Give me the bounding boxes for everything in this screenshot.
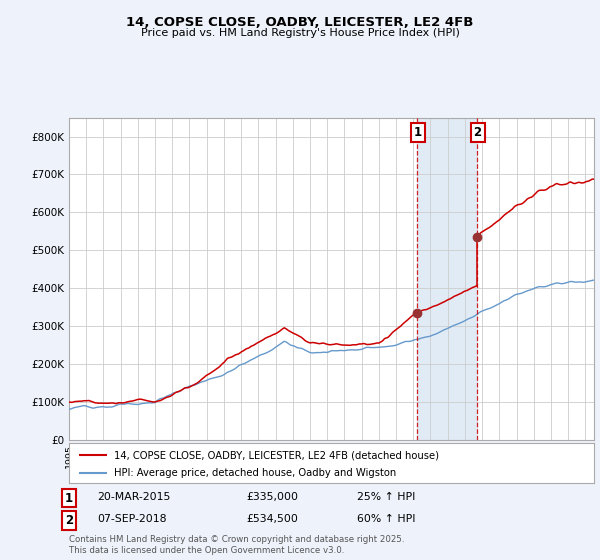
Text: £335,000: £335,000 xyxy=(246,492,298,502)
Bar xyxy=(417,118,477,440)
Text: 2: 2 xyxy=(473,125,482,138)
Text: 14, COPSE CLOSE, OADBY, LEICESTER, LE2 4FB: 14, COPSE CLOSE, OADBY, LEICESTER, LE2 4… xyxy=(127,16,473,29)
Text: 20-MAR-2015: 20-MAR-2015 xyxy=(97,492,170,502)
Text: 60% ↑ HPI: 60% ↑ HPI xyxy=(357,514,415,524)
Text: Contains HM Land Registry data © Crown copyright and database right 2025.
This d: Contains HM Land Registry data © Crown c… xyxy=(69,535,404,555)
Text: Price paid vs. HM Land Registry's House Price Index (HPI): Price paid vs. HM Land Registry's House … xyxy=(140,28,460,38)
Text: 1: 1 xyxy=(65,492,73,505)
Text: 07-SEP-2018: 07-SEP-2018 xyxy=(97,514,167,524)
Text: HPI: Average price, detached house, Oadby and Wigston: HPI: Average price, detached house, Oadb… xyxy=(113,468,396,478)
Text: 2: 2 xyxy=(65,514,73,527)
Text: 25% ↑ HPI: 25% ↑ HPI xyxy=(357,492,415,502)
Text: 14, COPSE CLOSE, OADBY, LEICESTER, LE2 4FB (detached house): 14, COPSE CLOSE, OADBY, LEICESTER, LE2 4… xyxy=(113,450,439,460)
Text: £534,500: £534,500 xyxy=(246,514,298,524)
Text: 1: 1 xyxy=(414,125,422,138)
